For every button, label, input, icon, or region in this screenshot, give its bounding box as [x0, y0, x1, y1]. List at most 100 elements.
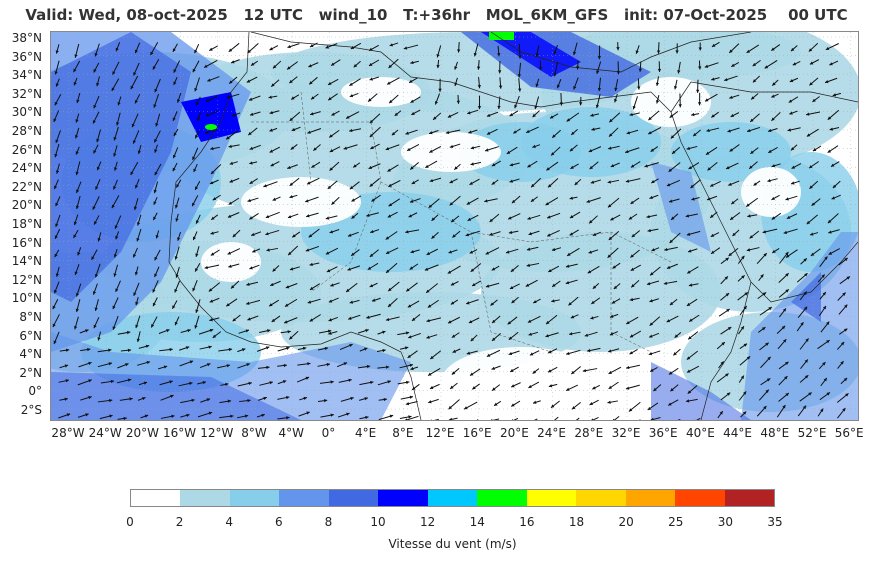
- wind-arrow: [549, 113, 559, 119]
- longitude-label: 36°E: [648, 426, 678, 440]
- wind-arrow: [625, 316, 639, 325]
- wind-arrow: [538, 60, 543, 71]
- wind-arrow: [625, 178, 641, 183]
- wind-arrow: [352, 162, 361, 168]
- wind-arrow: [710, 232, 720, 238]
- wind-arrow: [696, 79, 700, 93]
- wind-arrow: [467, 109, 479, 115]
- wind-arrow: [832, 180, 841, 189]
- wind-arrow: [263, 181, 278, 188]
- wind-arrow: [568, 296, 579, 306]
- wind-arrow: [405, 229, 420, 234]
- wind-arrow: [177, 232, 181, 241]
- wind-arrow: [174, 197, 180, 209]
- wind-arrow: [249, 161, 258, 165]
- wind-arrow: [368, 59, 380, 67]
- wind-arrow: [409, 162, 420, 170]
- wind-arrow: [136, 214, 142, 226]
- wind-arrow: [247, 43, 259, 54]
- wind-arrow: [340, 396, 354, 402]
- wind-arrow: [685, 213, 698, 218]
- wind-arrow: [238, 329, 250, 334]
- wind-arrow: [556, 79, 562, 89]
- longitude-label: 16°E: [462, 426, 492, 440]
- wind-arrow: [115, 280, 121, 293]
- wind-arrow: [132, 247, 138, 258]
- wind-arrow: [378, 397, 387, 402]
- wind-arrow: [411, 179, 419, 185]
- wind-arrow: [228, 144, 240, 149]
- wind-arrow: [431, 418, 439, 420]
- wind-arrow: [152, 59, 160, 70]
- wind-arrow: [810, 248, 821, 257]
- wind-arrow: [407, 332, 421, 339]
- wind-arrow: [287, 213, 299, 219]
- wind-arrow: [792, 61, 801, 66]
- wind-arrow: [812, 145, 822, 152]
- wind-arrow: [808, 42, 819, 52]
- wind-arrow: [788, 96, 799, 103]
- wind-arrow: [671, 146, 681, 155]
- wind-arrow: [111, 78, 120, 92]
- wind-arrow: [525, 279, 538, 287]
- wind-arrow: [196, 112, 201, 122]
- wind-arrow: [116, 112, 121, 126]
- wind-arrow: [547, 265, 560, 273]
- wind-arrow: [507, 213, 521, 220]
- wind-arrow: [77, 413, 89, 418]
- wind-arrow: [448, 249, 458, 254]
- wind-arrow: [776, 325, 786, 335]
- wind-arrow: [453, 163, 461, 170]
- wind-arrow: [647, 228, 659, 233]
- wind-field-map: [51, 32, 858, 420]
- wind-arrow: [410, 96, 421, 104]
- wind-arrow: [258, 396, 267, 401]
- wind-arrow: [429, 350, 442, 360]
- wind-arrow: [607, 179, 620, 184]
- wind-arrow: [566, 112, 580, 122]
- wind-arrow: [269, 110, 280, 115]
- wind-arrow: [817, 408, 824, 417]
- wind-arrow: [697, 93, 702, 106]
- wind-arrow: [113, 249, 118, 258]
- wind-arrow: [92, 283, 98, 295]
- wind-arrow: [611, 298, 621, 304]
- longitude-label: 12°E: [425, 426, 455, 440]
- wind-arrow: [131, 113, 139, 128]
- wind-arrow: [806, 214, 819, 225]
- wind-arrow: [175, 266, 180, 278]
- wind-arrow: [349, 128, 362, 133]
- wind-arrow: [535, 78, 540, 88]
- wind-arrow: [809, 180, 819, 190]
- wind-arrow: [179, 360, 194, 367]
- wind-arrow: [159, 347, 173, 352]
- wind-arrow: [630, 161, 641, 168]
- wind-arrow: [53, 110, 60, 123]
- wind-arrow: [610, 214, 621, 221]
- wind-arrow: [590, 315, 599, 320]
- wind-arrow: [509, 162, 520, 167]
- wind-arrow: [553, 61, 559, 77]
- wind-arrow: [616, 61, 621, 75]
- wind-arrow: [150, 316, 158, 328]
- wind-arrow: [265, 229, 280, 236]
- wind-arrow: [491, 265, 500, 271]
- wind-arrow: [720, 392, 731, 401]
- wind-arrow: [137, 360, 151, 366]
- wind-arrow: [698, 60, 702, 70]
- wind-arrow: [194, 262, 201, 272]
- wind-arrow: [133, 198, 139, 211]
- wind-arrow: [428, 398, 439, 404]
- wind-arrow: [470, 334, 478, 342]
- wind-arrow: [308, 228, 320, 238]
- wind-arrow: [77, 247, 82, 256]
- wind-arrow: [58, 379, 70, 383]
- wind-arrow: [407, 300, 420, 308]
- wind-arrow: [454, 77, 458, 87]
- wind-arrow: [686, 145, 698, 151]
- wind-arrow: [257, 365, 270, 370]
- wind-arrow: [198, 328, 214, 335]
- wind-arrow: [237, 381, 252, 387]
- wind-arrow: [647, 126, 662, 135]
- wind-arrow: [130, 75, 139, 90]
